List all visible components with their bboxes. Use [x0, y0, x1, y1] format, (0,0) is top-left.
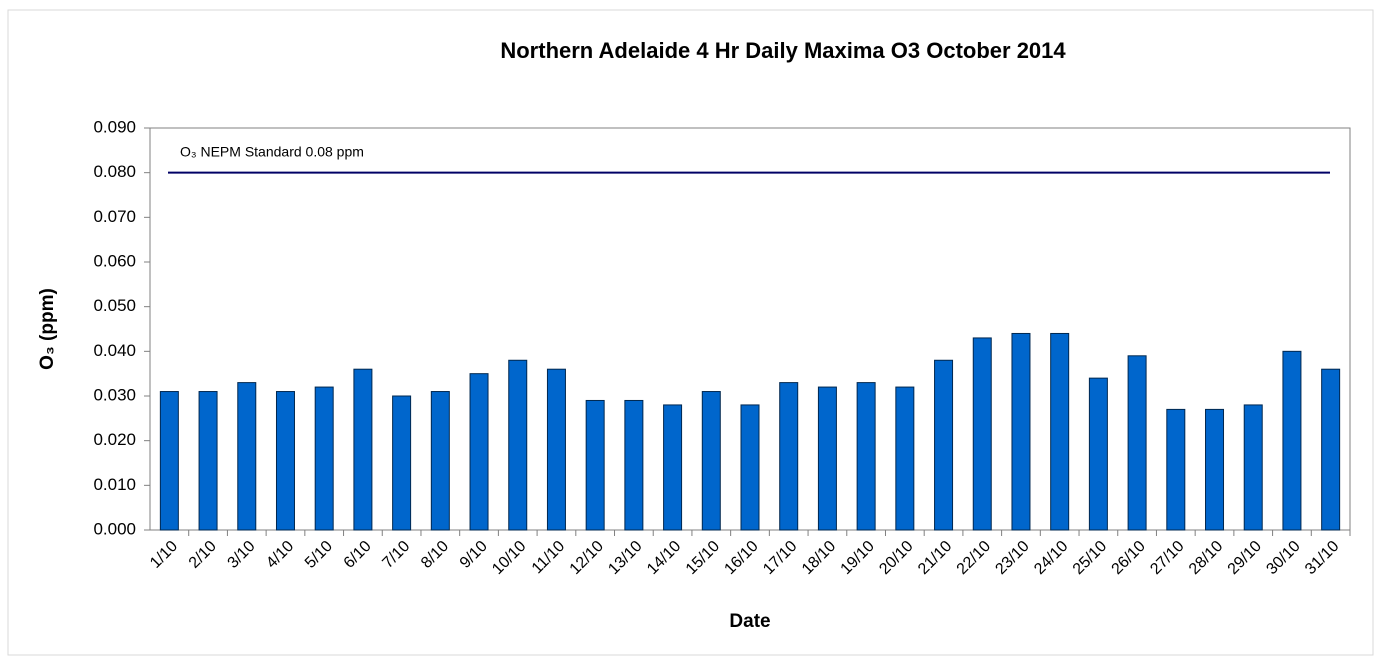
bar: [624, 399, 644, 531]
bar: [817, 386, 837, 531]
bar: [508, 359, 528, 531]
bar: [1321, 368, 1341, 531]
y-axis-label: O₃ (ppm): [37, 288, 58, 370]
y-tick-label: 0.040: [93, 341, 136, 360]
bar: [779, 382, 799, 531]
bar: [1205, 408, 1225, 531]
y-tick-label: 0.070: [93, 207, 136, 226]
bar: [469, 373, 489, 531]
chart-title: Northern Adelaide 4 Hr Daily Maxima O3 O…: [500, 38, 1066, 63]
bar: [1243, 404, 1263, 531]
bar: [392, 395, 412, 531]
y-tick-label: 0.020: [93, 430, 136, 449]
y-tick-label: 0.000: [93, 519, 136, 538]
bar: [701, 391, 721, 531]
reference-label: O₃ NEPM Standard 0.08 ppm: [180, 143, 364, 159]
bar: [1127, 355, 1147, 531]
bar: [237, 382, 257, 531]
bar: [546, 368, 566, 531]
y-tick-label: 0.030: [93, 385, 136, 404]
y-tick-label: 0.080: [93, 162, 136, 181]
bar: [895, 386, 915, 531]
bar: [1088, 377, 1108, 531]
y-tick-label: 0.090: [93, 117, 136, 136]
bar: [159, 391, 179, 531]
x-axis-label: Date: [729, 611, 770, 632]
y-tick-label: 0.050: [93, 296, 136, 315]
bar: [1050, 332, 1070, 531]
y-tick-label: 0.060: [93, 251, 136, 270]
bar: [275, 391, 295, 531]
bar: [740, 404, 760, 531]
y-tick-label: 0.010: [93, 475, 136, 494]
bar: [663, 404, 683, 531]
bar: [430, 391, 450, 531]
bar: [856, 382, 876, 531]
bar: [585, 399, 605, 531]
bar: [934, 359, 954, 531]
chart-frame: [7, 9, 1374, 656]
bar: [1282, 350, 1302, 531]
bar: [1011, 332, 1031, 531]
bar: [314, 386, 334, 531]
bar: [1166, 408, 1186, 531]
bar: [353, 368, 373, 531]
bar: [972, 337, 992, 531]
bar: [198, 391, 218, 531]
